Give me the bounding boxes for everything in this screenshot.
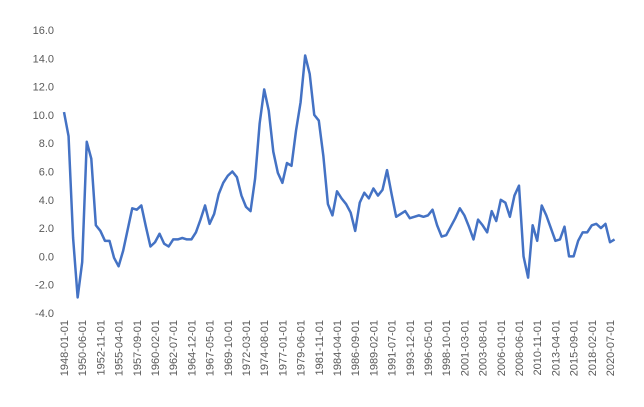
y-tick-label: 2.0 [39,223,54,235]
x-tick-label: 1984-04-01 [332,320,344,376]
x-tick-label: 2001-03-01 [459,320,471,376]
x-tick-label: 1948-01-01 [59,320,71,376]
x-tick-label: 1967-05-01 [205,320,217,376]
x-tick-label: 1996-05-01 [423,320,435,376]
x-tick-label: 1989-02-01 [368,320,380,376]
x-tick-label: 2015-09-01 [569,320,581,376]
x-tick-label: 1974-08-01 [259,320,271,376]
x-tick-label: 1991-07-01 [387,320,399,376]
x-tick-label: 1957-09-01 [132,320,144,376]
x-tick-label: 1950-06-01 [77,320,89,376]
x-tick-label: 1952-11-01 [95,320,107,375]
x-tick-label: 2010-11-01 [532,320,544,375]
y-tick-label: 0.0 [39,251,54,263]
x-tick-label: 1998-10-01 [441,320,453,376]
data-line [62,54,616,299]
x-tick-label: 1977-01-01 [277,320,289,376]
x-tick-label: 1981-11-01 [314,320,326,375]
x-tick-label: 2020-07-01 [605,320,617,376]
y-tick-label: 16.0 [33,25,54,37]
x-tick-label: 1969-10-01 [223,320,235,376]
y-tick-label: 14.0 [33,53,54,65]
y-tick-label: -2.0 [35,280,54,292]
x-tick-label: 2008-06-01 [514,320,526,376]
x-tick-label: 2006-01-01 [496,320,508,376]
y-tick-label: 4.0 [39,195,54,207]
x-tick-label: 1964-12-01 [186,320,198,376]
y-tick-label: 10.0 [33,110,54,122]
x-tick-label: 1955-04-01 [114,320,126,376]
y-tick-label: 12.0 [33,82,54,94]
x-tick-label: 1972-03-01 [241,320,253,376]
y-tick-label: 6.0 [39,167,54,179]
x-tick-label: 1986-09-01 [350,320,362,376]
x-tick-label: 2003-08-01 [478,320,490,376]
x-tick-label: 1979-06-01 [296,320,308,376]
x-tick-label: 1960-02-01 [150,320,162,376]
x-tick-label: 1993-12-01 [405,320,417,376]
x-tick-label: 1962-07-01 [168,320,180,376]
x-tick-label: 2018-02-01 [587,320,599,376]
y-tick-label: 8.0 [39,138,54,150]
x-tick-label: 2013-04-01 [550,320,562,376]
y-tick-label: -4.0 [35,308,54,320]
